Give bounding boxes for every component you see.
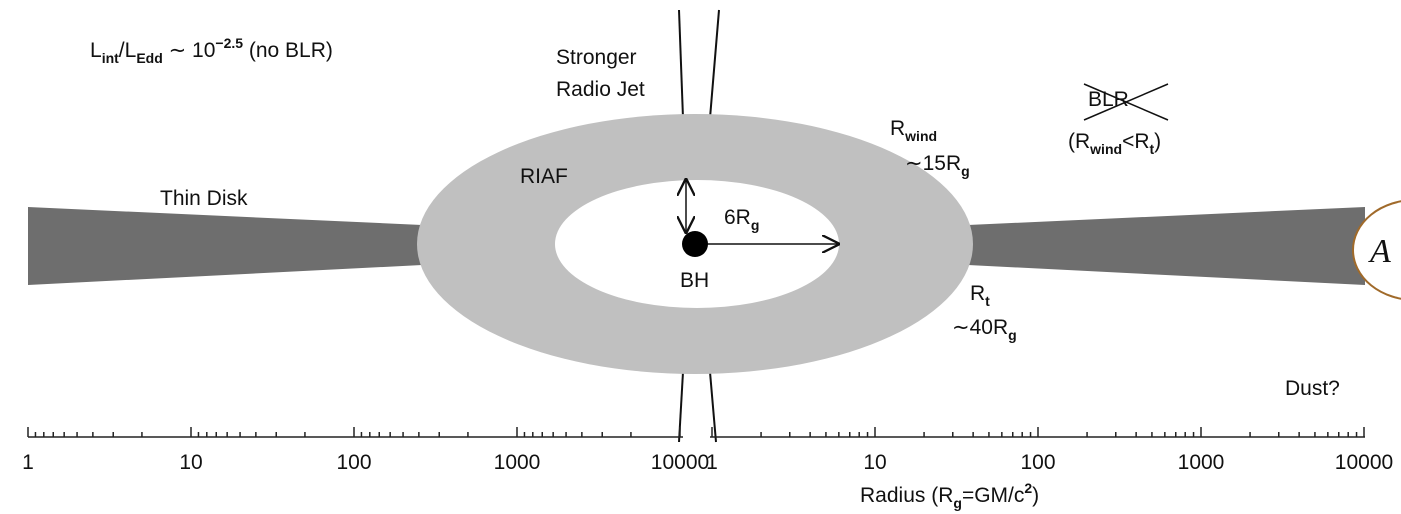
r-wind-value: ∼15Rg xyxy=(905,152,970,179)
text-part: 6R xyxy=(724,206,751,229)
tick-label: 10000 xyxy=(651,451,709,474)
radius-axis: 10000 1000 100 10 1 1 10 100 1000 10000 xyxy=(22,427,1393,474)
text-part: g xyxy=(961,163,970,179)
text-part: g xyxy=(751,217,760,233)
riaf-label: RIAF xyxy=(520,165,568,188)
text-part: /L xyxy=(119,39,137,62)
radio-jet xyxy=(678,9,720,443)
text-part: L xyxy=(90,39,102,62)
tick-label: 100 xyxy=(336,451,371,474)
blr-cross xyxy=(1083,83,1169,121)
text-part: (no BLR) xyxy=(243,39,333,62)
text-part: t xyxy=(1150,141,1155,157)
tick-label: 1 xyxy=(706,451,718,474)
text-part: int xyxy=(102,50,119,66)
axis-label: Radius (Rg=GM/c2) xyxy=(860,480,1039,511)
thin-disk-label: Thin Disk xyxy=(160,187,248,210)
thin-disk-left xyxy=(28,207,422,285)
corner-letter: A xyxy=(1368,233,1391,270)
tick-label: 1000 xyxy=(494,451,541,474)
text-part: ∼40R xyxy=(952,316,1008,339)
jet-label: Stronger xyxy=(556,46,637,69)
bh-label: BH xyxy=(680,269,709,292)
r-wind-label: Rwind xyxy=(890,117,937,144)
blr-label: BLR xyxy=(1088,88,1129,111)
blr-condition: (Rwind<Rt) xyxy=(1068,130,1161,157)
text-part: g xyxy=(1008,327,1017,343)
text-part: R xyxy=(970,282,985,305)
text-part: (R xyxy=(1068,130,1090,153)
text-part: ) xyxy=(1154,130,1161,153)
text-part: Edd xyxy=(136,50,162,66)
black-hole xyxy=(682,231,708,257)
jet-label: Radio Jet xyxy=(556,78,645,101)
text-part: −2.5 xyxy=(215,35,243,51)
tick-label: 1000 xyxy=(1178,451,1225,474)
tick-label: 100 xyxy=(1020,451,1055,474)
text-part: g xyxy=(953,495,962,511)
title: Lint/LEdd ∼ 10−2.5 (no BLR) xyxy=(90,35,333,66)
text-part: ∼15R xyxy=(905,152,961,175)
text-part: wind xyxy=(1089,141,1122,157)
text-part: Radius (R xyxy=(860,484,953,507)
tick-label: 10 xyxy=(179,451,202,474)
corner-badge xyxy=(1352,200,1401,300)
r-t-value: ∼40Rg xyxy=(952,316,1017,343)
text-part: =GM/c xyxy=(962,484,1024,507)
thin-disk-right xyxy=(968,207,1365,285)
tick-label: 1 xyxy=(22,451,34,474)
text-part: 2 xyxy=(1024,480,1032,496)
text-part: wind xyxy=(904,128,937,144)
text-part: R xyxy=(890,117,905,140)
text-part: <R xyxy=(1122,130,1149,153)
dust-label: Dust? xyxy=(1285,377,1340,400)
tick-label: 10000 xyxy=(1335,451,1393,474)
text-part: ) xyxy=(1032,484,1039,507)
inner-radius-label: 6Rg xyxy=(724,206,759,233)
r-t-label: Rt xyxy=(970,282,990,309)
text-part: t xyxy=(985,293,990,309)
tick-label: 10 xyxy=(863,451,886,474)
text-part: ∼ 10 xyxy=(163,39,216,62)
